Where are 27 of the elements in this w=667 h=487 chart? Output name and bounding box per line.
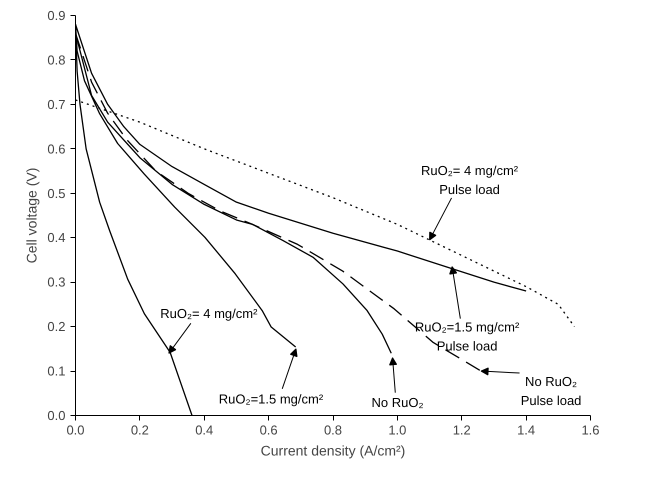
x-tick-label: 1.0: [388, 422, 406, 438]
y-tick-label: 0.2: [47, 319, 66, 334]
x-tick-label: 0.6: [260, 422, 278, 438]
y-tick-label: 0.0: [47, 408, 66, 423]
y-tick-label: 0.9: [47, 8, 66, 23]
x-tick-label: 1.4: [517, 422, 536, 438]
y-tick-label: 0.6: [47, 141, 66, 156]
y-tick-label: 0.1: [47, 364, 66, 379]
x-tick-label: 0.8: [324, 422, 342, 438]
x-tick-label: 1.6: [581, 422, 600, 438]
y-tick-label: 0.4: [47, 230, 66, 246]
y-tick-label: 0.5: [47, 186, 66, 201]
annotation: RuO₂=1.5 mg/cm²: [218, 391, 324, 406]
x-tick-label: 0.4: [195, 422, 214, 438]
annotation: RuO₂= 4 mg/cm² Pulse load: [420, 163, 519, 197]
annotation: No RuO₂: [372, 395, 424, 410]
y-axis-title: Cell voltage (V): [23, 168, 40, 264]
x-tick-label: 0.2: [130, 422, 149, 438]
y-tick-label: 0.8: [47, 52, 66, 68]
y-tick-label: 0.3: [47, 274, 66, 290]
x-tick-label: 0.0: [66, 422, 85, 438]
x-tick-label: 1.2: [452, 422, 471, 438]
annotation: RuO₂=1.5 mg/cm² Pulse load: [414, 320, 520, 354]
y-tick-label: 0.7: [47, 96, 66, 112]
annotation: No RuO₂ Pulse load: [520, 374, 582, 408]
annotation: RuO₂= 4 mg/cm²: [160, 306, 258, 321]
x-axis-title: Current density (A/cm²): [260, 442, 406, 458]
